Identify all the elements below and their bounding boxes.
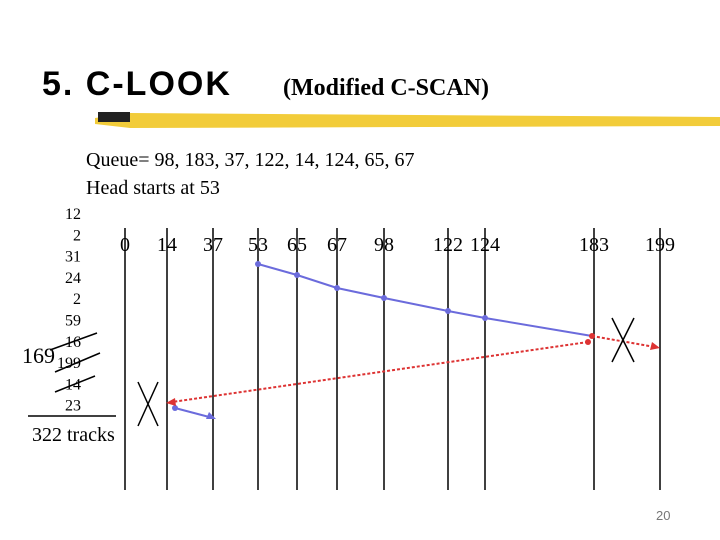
slide-title: 5. C-LOOK bbox=[42, 65, 232, 103]
distance-label: 59 bbox=[65, 313, 81, 330]
arrowhead bbox=[650, 342, 660, 350]
track-label: 98 bbox=[374, 234, 394, 256]
track-label: 0 bbox=[120, 234, 130, 256]
underline-accent bbox=[98, 112, 130, 122]
track-label: 124 bbox=[470, 234, 500, 256]
total-text: 322 tracks bbox=[32, 424, 115, 446]
page-number: 20 bbox=[656, 508, 670, 523]
strike bbox=[54, 375, 96, 393]
arrowhead bbox=[206, 412, 216, 419]
track-label: 37 bbox=[203, 234, 223, 256]
distance-label: 23 bbox=[65, 398, 81, 415]
crossed-total: 169 bbox=[22, 343, 55, 368]
track-label: 53 bbox=[248, 234, 268, 256]
cross-mark bbox=[137, 381, 159, 427]
queue-text: Queue= 98, 183, 37, 122, 14, 124, 65, 67 bbox=[86, 149, 414, 171]
title-underline bbox=[95, 113, 720, 128]
track-label: 199 bbox=[645, 234, 675, 256]
path-point bbox=[589, 333, 595, 339]
distance-label: 24 bbox=[65, 270, 81, 287]
track-label: 14 bbox=[157, 234, 177, 256]
track-label: 122 bbox=[433, 234, 463, 256]
distance-group: 1223124259161991423 bbox=[57, 206, 81, 415]
track-label: 183 bbox=[579, 234, 609, 256]
path-point bbox=[585, 339, 591, 345]
strike bbox=[54, 352, 101, 373]
head-text: Head starts at 53 bbox=[86, 177, 220, 199]
track-label: 67 bbox=[327, 234, 347, 256]
head-path bbox=[257, 263, 593, 337]
head-path bbox=[174, 407, 214, 419]
return-path bbox=[171, 341, 589, 403]
slide-subtitle: (Modified C-SCAN) bbox=[283, 75, 489, 101]
strike bbox=[49, 332, 98, 351]
distance-label: 2 bbox=[73, 291, 81, 308]
distance-label: 2 bbox=[73, 227, 81, 244]
distance-label: 31 bbox=[65, 249, 81, 266]
distance-label: 12 bbox=[65, 206, 81, 223]
arrowhead bbox=[166, 398, 176, 406]
cross-mark bbox=[611, 317, 635, 363]
path-points bbox=[172, 261, 488, 411]
track-label: 65 bbox=[287, 234, 307, 256]
track-group: 0 14 37 53 65 67 98 122 124 183 199 bbox=[120, 228, 675, 490]
